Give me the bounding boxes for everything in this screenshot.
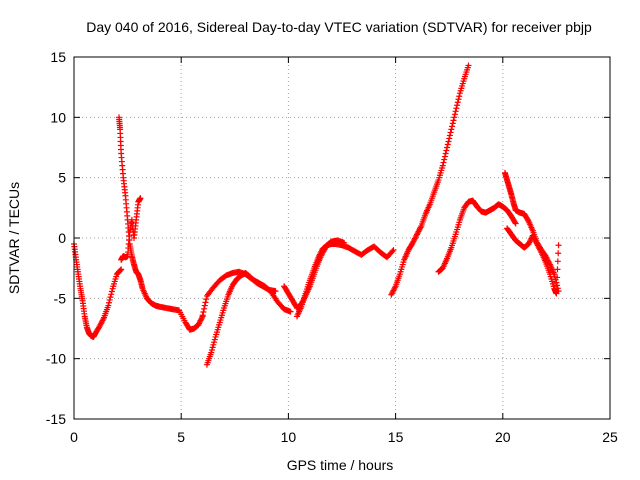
plot-frame [73,56,611,420]
data-point [451,114,458,121]
series-seg11 [504,225,562,297]
data-points [71,62,562,368]
y-tick-label: 0 [58,230,66,246]
data-point [117,267,124,274]
data-point [201,305,208,312]
y-tick-label: 10 [50,109,66,125]
data-point [203,296,210,303]
x-tick-label: 5 [177,429,185,445]
series-seg7 [293,241,397,320]
x-axis-label: GPS time / hours [287,457,394,473]
data-point [443,147,450,154]
x-tick-label: 0 [70,429,78,445]
data-point [554,274,561,281]
data-point [450,117,457,124]
y-tick-label: 15 [50,49,66,65]
data-point [211,336,218,343]
data-point [272,288,279,295]
data-point [210,341,217,348]
x-tick-label: 10 [281,429,297,445]
data-point [441,156,448,163]
data-point [455,96,462,103]
data-point [449,120,456,127]
data-point [465,62,472,69]
data-point [107,294,114,301]
data-point [211,339,218,346]
data-point [554,258,561,265]
series-seg1 [71,241,125,340]
axis-ticks: 0 5 10 15 20 25 -15 -10 -5 0 5 10 15 [46,49,618,445]
y-tick-label: 5 [58,170,66,186]
data-point [442,150,449,157]
data-point [454,99,461,106]
data-point [512,220,519,227]
data-point [555,242,562,249]
y-tick-label: -10 [46,351,66,367]
data-point [447,129,454,136]
series-seg8 [388,62,472,298]
data-point [554,266,561,273]
x-tick-label: 20 [495,429,511,445]
data-point [454,102,461,109]
data-point [202,299,209,306]
data-point [208,349,215,356]
data-point [444,141,451,148]
series-seg5 [203,269,279,368]
y-axis-label: SDTVAR / TECUs [6,182,22,294]
data-point [553,290,560,297]
data-point [118,266,125,273]
data-point [106,296,113,303]
data-point [452,108,459,115]
data-point [439,162,446,169]
data-point [200,309,207,316]
data-point [553,282,560,289]
series-seg9 [435,197,519,275]
x-tick-label: 15 [388,429,404,445]
data-point [137,195,144,202]
data-point [287,308,294,315]
data-point [199,312,206,319]
data-point [440,159,447,166]
data-point [441,153,448,160]
series-seg3 [118,195,144,263]
grid-lines [74,57,610,419]
data-point [444,144,451,151]
data-point [448,126,455,133]
data-point [446,135,453,142]
data-point [453,105,460,112]
data-point [108,291,115,298]
data-point [451,111,458,118]
x-tick-label: 25 [602,429,618,445]
chart-title: Day 040 of 2016, Sidereal Day-to-day VTE… [86,19,592,35]
data-point [445,138,452,145]
data-point [105,302,112,309]
data-point [108,288,115,295]
data-point [446,132,453,139]
data-point [106,299,113,306]
y-tick-label: -5 [54,290,67,306]
data-point [456,93,463,100]
data-point [201,302,208,309]
data-point [208,347,215,354]
data-point [511,219,518,226]
data-point [449,123,456,130]
data-point [209,344,216,351]
y-tick-label: -15 [46,411,66,427]
data-point [390,247,397,254]
data-point [555,250,562,257]
data-point [389,248,396,255]
